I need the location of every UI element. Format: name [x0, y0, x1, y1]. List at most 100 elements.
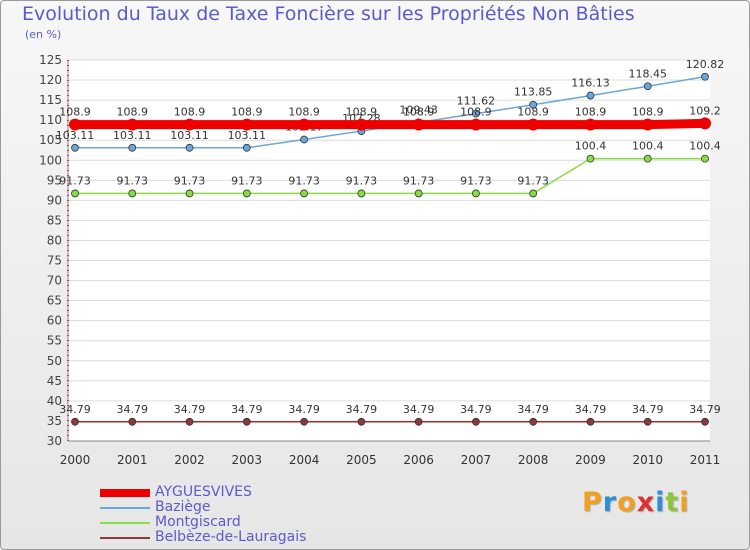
data-point	[185, 417, 194, 426]
y-tick-label: 30	[47, 434, 62, 448]
y-tick-label: 120	[39, 73, 62, 87]
data-point	[586, 417, 595, 426]
data-label: 91.73	[231, 174, 263, 187]
series-line-2	[74, 157, 706, 195]
data-point	[240, 118, 253, 131]
y-tick-label: 90	[47, 193, 62, 207]
data-label: 108.9	[117, 106, 149, 119]
data-point	[71, 189, 79, 198]
data-label: 34.79	[632, 403, 664, 416]
data-label: 34.79	[59, 403, 91, 416]
data-point	[126, 118, 139, 131]
data-point	[71, 417, 79, 426]
data-point	[529, 189, 538, 198]
y-tick-label: 40	[47, 394, 62, 408]
data-label: 108.9	[517, 106, 549, 119]
unit-label: (en %)	[25, 28, 62, 41]
data-label: 111.62	[457, 95, 496, 108]
data-point	[469, 118, 482, 131]
data-point	[242, 143, 251, 152]
data-label: 91.73	[174, 174, 206, 187]
chart-title: Evolution du Taux de Taxe Foncière sur l…	[22, 3, 635, 25]
data-point	[357, 189, 366, 198]
data-label: 108.9	[59, 106, 91, 119]
logo-letter: o	[617, 487, 637, 518]
y-tick-label: 50	[47, 354, 62, 368]
y-tick-label: 35	[47, 414, 62, 428]
data-point	[414, 189, 423, 198]
data-label: 116.13	[571, 77, 610, 90]
data-label: 108.9	[174, 106, 206, 119]
data-label: 100.4	[575, 140, 607, 153]
legend-swatch	[100, 537, 150, 539]
data-label: 91.73	[403, 174, 435, 187]
x-tick-label: 2006	[403, 453, 434, 467]
data-label: 108.9	[346, 106, 378, 119]
data-point	[527, 118, 540, 131]
data-point	[412, 118, 425, 131]
x-tick-label: 2008	[518, 453, 549, 467]
proxiti-logo: Proxiti	[582, 487, 690, 518]
data-label: 103.11	[113, 129, 152, 142]
y-tick-label: 85	[47, 213, 62, 227]
data-label: 34.79	[403, 403, 435, 416]
y-tick-label: 75	[47, 254, 62, 268]
data-label: 34.79	[231, 403, 263, 416]
data-point	[643, 154, 652, 163]
legend-item: Montgiscard	[100, 514, 360, 531]
logo-letter: r	[602, 487, 618, 518]
data-label: 91.73	[460, 174, 492, 187]
data-point	[242, 417, 251, 426]
y-tick-label: 110	[39, 113, 62, 127]
data-point	[242, 189, 251, 198]
data-point	[414, 417, 423, 426]
legend-label: Belbèze-de-Lauragais	[155, 529, 307, 545]
x-tick-label: 2003	[232, 453, 263, 467]
data-point	[185, 189, 194, 198]
legend-item: Belbèze-de-Lauragais	[100, 529, 360, 546]
x-tick-label: 2011	[690, 453, 721, 467]
legend-label: Montgiscard	[155, 514, 241, 530]
data-point	[701, 72, 709, 81]
y-tick-label: 80	[47, 233, 62, 247]
legend-item: Baziège	[100, 499, 360, 516]
series-line-0	[70, 118, 710, 130]
data-label: 34.79	[460, 403, 492, 416]
plot-area	[68, 60, 710, 441]
y-tick-label: 95	[47, 173, 62, 187]
data-label: 108.9	[288, 106, 320, 119]
legend-swatch	[100, 522, 150, 524]
data-point	[586, 91, 595, 100]
data-point	[300, 189, 308, 198]
data-label: 91.73	[59, 174, 91, 187]
legend-swatch	[100, 489, 150, 497]
x-tick-label: 2009	[575, 453, 606, 467]
data-point	[699, 117, 711, 130]
data-label: 91.73	[117, 174, 149, 187]
data-point	[701, 417, 709, 426]
legend-swatch	[100, 507, 150, 509]
x-tick-label: 2007	[461, 453, 492, 467]
data-label: 34.79	[517, 403, 549, 416]
y-tick-label: 105	[39, 133, 62, 147]
data-point	[69, 118, 81, 131]
data-point	[529, 417, 538, 426]
data-label: 108.9	[575, 106, 607, 119]
data-point	[185, 143, 194, 152]
data-point	[128, 143, 137, 152]
x-tick-label: 2010	[632, 453, 663, 467]
x-tick-label: 2004	[289, 453, 320, 467]
legend-item: AYGUESVIVES	[100, 484, 360, 501]
data-label: 108.9	[403, 106, 435, 119]
data-label: 91.73	[288, 174, 320, 187]
x-tick-label: 2000	[60, 453, 91, 467]
data-point	[584, 118, 597, 131]
data-label: 103.11	[56, 129, 95, 142]
y-tick-label: 125	[39, 53, 62, 67]
data-label: 103.11	[228, 129, 267, 142]
data-point	[357, 417, 366, 426]
data-label: 34.79	[346, 403, 378, 416]
data-point	[183, 118, 196, 131]
data-label: 118.45	[628, 67, 667, 80]
